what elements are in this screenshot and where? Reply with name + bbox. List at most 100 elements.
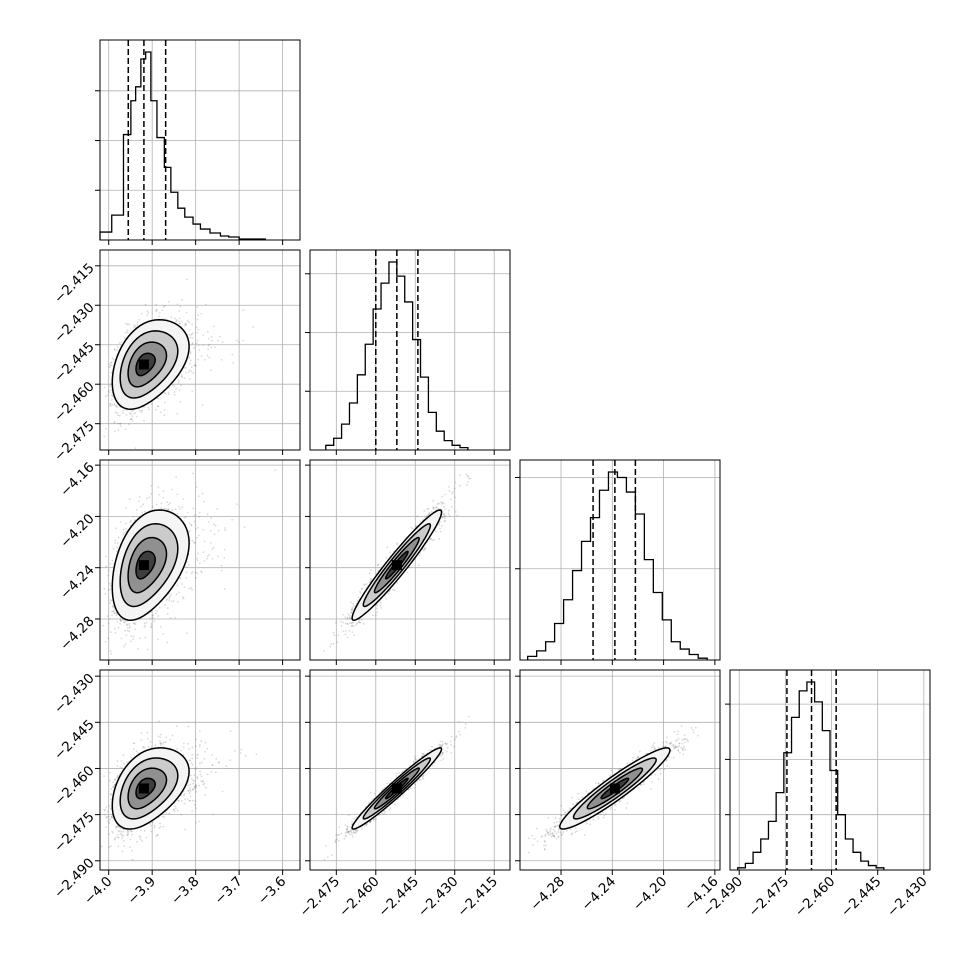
sample-point	[184, 798, 186, 801]
sample-point	[111, 816, 114, 818]
sample-point	[117, 837, 120, 839]
sample-point	[196, 777, 199, 780]
sample-point	[179, 508, 182, 510]
sample-point	[201, 779, 204, 782]
sample-point	[189, 369, 191, 371]
sample-point	[210, 517, 212, 519]
sample-point	[128, 630, 131, 633]
sample-point	[185, 632, 188, 635]
sample-point	[165, 736, 168, 739]
sample-point	[177, 799, 180, 802]
sample-point	[107, 390, 110, 393]
sample-point	[103, 435, 106, 438]
sample-point	[203, 560, 206, 562]
sample-point	[158, 312, 161, 314]
sample-point	[210, 335, 213, 338]
sample-point	[190, 572, 193, 575]
sample-point	[206, 513, 209, 515]
sample-point	[143, 746, 146, 749]
sample-point	[124, 331, 127, 334]
sample-point	[197, 526, 200, 529]
sample-point	[119, 422, 122, 425]
sample-point	[235, 503, 238, 506]
sample-point	[192, 788, 194, 791]
sample-point	[197, 328, 200, 331]
sample-point	[106, 394, 109, 397]
sample-point	[143, 622, 146, 625]
sample-point	[214, 346, 217, 349]
sample-point	[193, 774, 196, 776]
sample-point	[164, 604, 167, 606]
sample-point	[196, 572, 199, 575]
sample-point	[169, 502, 172, 505]
sample-point	[135, 509, 138, 511]
sample-point	[195, 326, 198, 329]
sample-point	[121, 850, 124, 853]
sample-point	[177, 600, 179, 603]
sample-point	[165, 599, 168, 602]
sample-point	[211, 764, 214, 767]
sample-point	[114, 539, 117, 542]
sample-point	[107, 589, 110, 592]
sample-point	[198, 515, 201, 518]
sample-point	[109, 562, 112, 565]
sample-point	[169, 738, 172, 741]
sample-point	[170, 316, 173, 319]
sample-point	[148, 408, 151, 411]
sample-point	[129, 640, 132, 643]
sample-point	[102, 624, 105, 627]
sample-point	[212, 546, 215, 549]
sample-point	[213, 533, 216, 536]
sample-point	[162, 826, 165, 828]
sample-point	[147, 745, 150, 748]
sample-point	[195, 557, 198, 560]
sample-point	[119, 619, 122, 622]
y-tick-label: −2.445	[51, 339, 98, 386]
sample-point	[192, 472, 194, 475]
sample-point	[151, 505, 154, 508]
sample-point	[183, 366, 186, 369]
sample-point	[171, 509, 174, 512]
sample-point	[195, 786, 197, 789]
y-tick-label: −2.475	[51, 418, 98, 465]
sample-point	[150, 403, 153, 406]
sample-point	[196, 318, 199, 321]
sample-point	[177, 379, 180, 382]
sample-point	[118, 830, 121, 833]
sample-point	[161, 309, 164, 312]
sample-point	[150, 830, 153, 833]
sample-point	[143, 626, 146, 628]
sample-point	[181, 376, 184, 379]
sample-point	[157, 735, 160, 738]
sample-point	[111, 394, 113, 396]
sample-point	[183, 793, 186, 795]
sample-point	[244, 754, 247, 757]
sample-point	[108, 363, 111, 366]
sample-point	[191, 323, 193, 326]
sample-point	[111, 610, 113, 613]
sample-point	[125, 530, 128, 533]
sample-point	[195, 536, 198, 539]
sample-point	[168, 592, 170, 595]
sample-point	[242, 309, 245, 312]
sample-point	[119, 619, 122, 622]
sample-point	[111, 403, 114, 406]
sample-point	[195, 486, 198, 489]
sample-point	[160, 744, 163, 747]
sample-point	[139, 409, 142, 412]
sample-point	[231, 518, 234, 521]
sample-point	[178, 310, 181, 312]
sample-point	[119, 832, 122, 835]
sample-point	[121, 837, 124, 839]
sample-point	[163, 816, 166, 818]
sample-point	[137, 751, 140, 754]
sample-point	[165, 508, 168, 510]
sample-point	[167, 391, 170, 394]
sample-point	[202, 783, 205, 786]
sample-point	[185, 323, 187, 326]
sample-point	[180, 794, 183, 797]
sample-point	[194, 364, 196, 367]
sample-point	[168, 386, 171, 389]
sample-point	[208, 553, 210, 556]
sample-point	[163, 391, 166, 394]
